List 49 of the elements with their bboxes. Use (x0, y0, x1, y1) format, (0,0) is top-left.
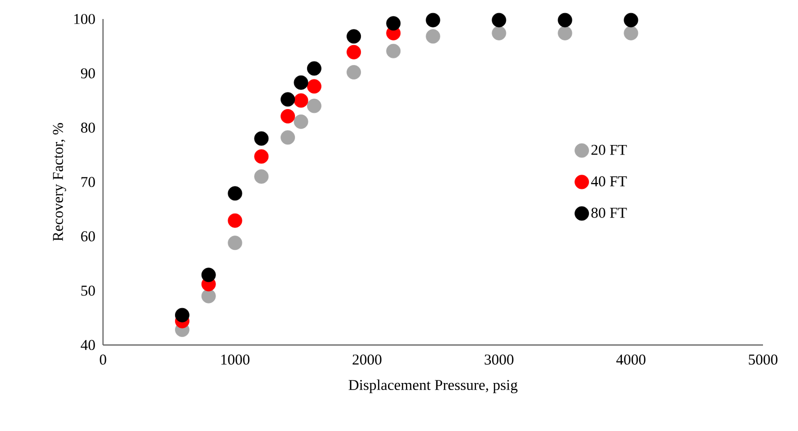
y-tick-label: 80 (81, 122, 95, 133)
point (201, 288, 216, 304)
point (386, 16, 401, 31)
x-tick-label: 5000 (748, 354, 778, 365)
point (624, 12, 638, 28)
point (280, 109, 296, 124)
point (307, 79, 322, 94)
point (346, 29, 361, 44)
point (624, 26, 638, 40)
point (254, 169, 269, 184)
point (228, 213, 242, 228)
point (558, 26, 572, 40)
y-tick-label: 50 (81, 286, 95, 296)
y-tick-label: 60 (81, 231, 95, 242)
point (294, 75, 308, 90)
point (426, 29, 440, 44)
point (254, 149, 269, 164)
point (492, 26, 506, 40)
y-tick-label: 100 (74, 14, 95, 24)
x-tick-label: 1000 (221, 354, 250, 365)
point (307, 98, 322, 114)
y-axis-title: Recovery Factor, % (52, 123, 66, 242)
point (201, 268, 216, 282)
point (228, 236, 242, 250)
point (346, 44, 361, 60)
point (294, 93, 308, 108)
point (492, 12, 506, 28)
point (346, 65, 361, 80)
point (254, 131, 269, 146)
y-tick-label: 90 (80, 68, 95, 78)
x-tick-label: 3000 (484, 354, 514, 365)
y-tick-label: 40 (80, 340, 95, 350)
x-tick-label: 4000 (616, 354, 646, 365)
legend-label: 80 FT (591, 208, 627, 218)
point (558, 12, 572, 28)
legend-label: 40 FT (591, 176, 627, 186)
point (294, 114, 308, 129)
point (280, 92, 296, 107)
point (426, 12, 440, 28)
x-axis-title: Displacement Pressure, psig (348, 380, 518, 394)
x-tick-label: 0 (100, 354, 106, 365)
point (228, 186, 242, 201)
point (307, 61, 322, 76)
point (386, 44, 401, 58)
y-tick-label: 70 (81, 176, 95, 188)
legend-label: 20 FT (591, 144, 627, 155)
point (280, 130, 296, 145)
x-tick-label: 2000 (352, 354, 382, 365)
point (175, 308, 190, 322)
